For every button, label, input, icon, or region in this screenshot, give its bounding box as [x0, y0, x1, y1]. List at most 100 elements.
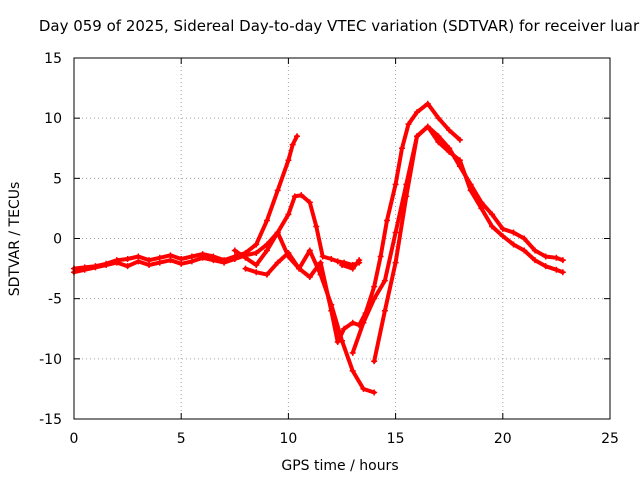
data-point	[559, 269, 566, 276]
ticks: 0 5 10 15 20 25 -15 -10 -5 0 5 10 15	[39, 51, 619, 447]
series-trace-2	[71, 192, 363, 276]
data-point	[178, 260, 185, 267]
x-tick-label: 25	[601, 431, 619, 447]
data-point	[446, 127, 453, 134]
chart-title: Day 059 of 2025, Sidereal Day-to-day VTE…	[39, 17, 640, 35]
data-point	[103, 261, 110, 268]
data-point	[274, 187, 281, 194]
data-point	[274, 259, 281, 266]
data-point	[263, 247, 270, 254]
y-tick-label: 5	[53, 171, 62, 187]
data-point	[253, 261, 260, 268]
data-point	[328, 255, 335, 262]
data-point	[349, 367, 356, 374]
data-point	[285, 211, 292, 218]
y-axis-label: SDTVAR / TECUs	[7, 182, 23, 297]
data-point	[341, 325, 348, 332]
data-point	[289, 141, 296, 148]
data-point	[542, 253, 549, 260]
data-point	[293, 133, 300, 140]
data-point	[424, 100, 431, 107]
data-point	[553, 266, 560, 273]
data-point	[371, 389, 378, 396]
data-point	[306, 274, 313, 281]
data-point	[253, 269, 260, 276]
data-point	[146, 261, 153, 268]
data-point	[92, 264, 99, 271]
data-point	[542, 263, 549, 270]
data-point	[221, 259, 228, 266]
x-tick-label: 0	[70, 431, 79, 447]
data-point	[306, 247, 313, 254]
data-point	[285, 249, 292, 256]
data-point	[334, 338, 341, 345]
data-point	[263, 217, 270, 224]
data-point	[81, 266, 88, 273]
data-point	[553, 254, 560, 261]
data-point	[349, 349, 356, 356]
data-point	[510, 241, 517, 248]
data-point	[521, 235, 528, 242]
data-point	[435, 115, 442, 122]
data-point	[263, 271, 270, 278]
data-point	[253, 249, 260, 256]
series-trace-3	[231, 229, 378, 396]
data-point	[124, 263, 131, 270]
data-point	[253, 241, 260, 248]
data-point	[381, 307, 388, 314]
data-point	[210, 257, 217, 264]
data-point	[377, 253, 384, 260]
data-point	[298, 192, 305, 199]
data-point	[531, 247, 538, 254]
data-point	[306, 199, 313, 206]
data-point	[499, 225, 506, 232]
data-point	[231, 255, 238, 262]
data-point	[559, 257, 566, 264]
data-point	[291, 193, 298, 200]
x-tick-label: 15	[387, 431, 405, 447]
data-point	[478, 205, 485, 212]
data-point	[403, 193, 410, 200]
data-point	[510, 229, 517, 236]
series-trace-6	[371, 123, 566, 365]
data-point	[360, 319, 367, 326]
data-point	[371, 295, 378, 302]
data-point	[384, 217, 391, 224]
series-trace-5	[349, 123, 566, 356]
x-tick-label: 20	[494, 431, 512, 447]
data-point	[456, 136, 463, 143]
data-point	[467, 187, 474, 194]
data-point	[167, 257, 174, 264]
data-point	[113, 259, 120, 266]
data-point	[135, 258, 142, 265]
grid	[74, 58, 610, 419]
data-point	[392, 229, 399, 236]
data-point	[242, 254, 249, 261]
data-point	[435, 139, 442, 146]
data-point	[446, 148, 453, 155]
data-point	[414, 109, 421, 116]
series-line	[232, 230, 377, 395]
data-point	[499, 233, 506, 240]
series-line	[243, 101, 462, 344]
data-point	[156, 259, 163, 266]
data-point	[349, 319, 356, 326]
data-point	[296, 265, 303, 272]
y-tick-label: 0	[53, 232, 62, 248]
x-tick-label: 5	[177, 431, 186, 447]
data-point	[381, 277, 388, 284]
data-point	[334, 258, 341, 265]
data-point	[399, 145, 406, 152]
y-tick-label: -10	[39, 352, 62, 368]
y-tick-label: -15	[39, 412, 62, 428]
data-point	[199, 254, 206, 261]
data-point	[405, 121, 412, 128]
data-point	[521, 247, 528, 254]
data-point	[188, 258, 195, 265]
series-trace-4	[242, 100, 463, 345]
data-point	[349, 265, 356, 272]
x-tick-label: 10	[279, 431, 297, 447]
data-point	[242, 265, 249, 272]
x-axis-label: GPS time / hours	[281, 458, 398, 474]
